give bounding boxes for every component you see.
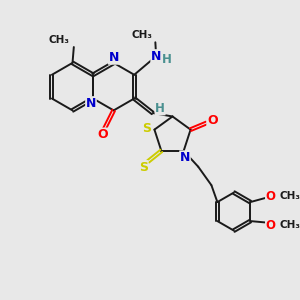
Text: O: O xyxy=(98,128,108,141)
Text: CH₃: CH₃ xyxy=(49,35,70,45)
Text: S: S xyxy=(142,122,152,135)
Text: CH₃: CH₃ xyxy=(131,30,152,40)
Text: O: O xyxy=(266,218,276,232)
Text: N: N xyxy=(151,50,161,63)
Text: N: N xyxy=(109,51,119,64)
Text: CH₃: CH₃ xyxy=(280,191,300,201)
Text: H: H xyxy=(162,53,172,66)
Text: S: S xyxy=(139,161,148,174)
Text: H: H xyxy=(155,102,165,115)
Text: O: O xyxy=(266,190,276,202)
Text: N: N xyxy=(86,97,96,110)
Text: N: N xyxy=(180,151,190,164)
Text: O: O xyxy=(207,114,217,127)
Text: CH₃: CH₃ xyxy=(280,220,300,230)
